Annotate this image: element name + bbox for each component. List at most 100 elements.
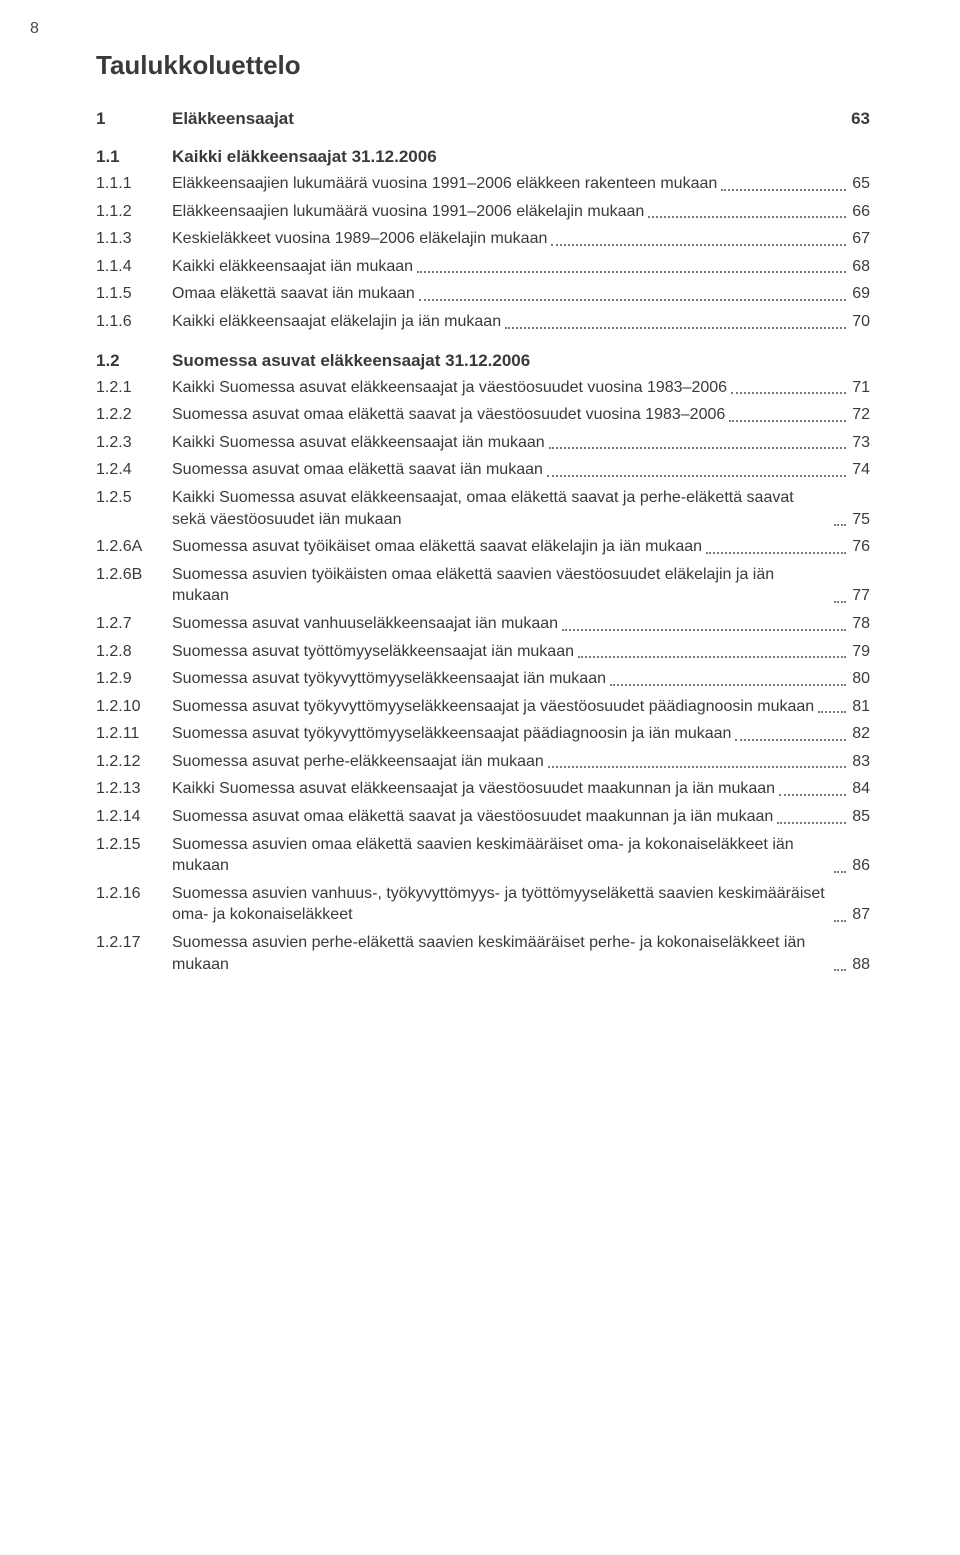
toc-entry-body: Kaikki eläkkeensaajat iän mukaan [172, 256, 850, 278]
toc-leader [779, 793, 846, 796]
toc-entry-number: 1.2.8 [96, 641, 172, 663]
toc-entry: 1.1.1Eläkkeensaajien lukumäärä vuosina 1… [96, 173, 870, 195]
toc-entry-label: Omaa eläkettä saavat iän mukaan [172, 283, 415, 305]
toc-entry-page: 87 [852, 904, 870, 926]
toc-entry-label: Eläkkeensaajien lukumäärä vuosina 1991–2… [172, 201, 644, 223]
toc-leader [735, 738, 846, 741]
toc-entry-page: 66 [852, 201, 870, 223]
toc-entry-page: 79 [852, 641, 870, 663]
toc-entry: 1.2.3Kaikki Suomessa asuvat eläkkeensaaj… [96, 432, 870, 454]
toc-leader [731, 391, 846, 394]
toc-leader [834, 870, 846, 873]
toc-leader [578, 655, 846, 658]
toc-entry: 1.1.3Keskieläkkeet vuosina 1989–2006 elä… [96, 228, 870, 250]
toc-section-heading: 1Eläkkeensaajat63 [96, 109, 870, 129]
toc-leader [721, 188, 846, 191]
toc-entry-page: 69 [852, 283, 870, 305]
document-page: 8 Taulukkoluettelo 1Eläkkeensaajat631.1K… [0, 0, 960, 1555]
toc-entry-page: 81 [852, 696, 870, 718]
toc-entry-number: 1.2.15 [96, 834, 172, 856]
toc-section-number: 1 [96, 109, 172, 129]
toc-entry-number: 1.2.13 [96, 778, 172, 800]
toc-entry-page: 68 [852, 256, 870, 278]
toc-entry-body: Eläkkeensaajien lukumäärä vuosina 1991–2… [172, 201, 850, 223]
toc-entry-page: 77 [852, 585, 870, 607]
toc-entry-number: 1.2.2 [96, 404, 172, 426]
toc-section-number: 1.2 [96, 351, 172, 371]
toc-leader [834, 968, 846, 971]
toc-entry-number: 1.1.2 [96, 201, 172, 223]
toc-entry-body: Suomessa asuvat omaa eläkettä saavat ja … [172, 404, 850, 426]
toc-leader [706, 551, 846, 554]
toc-section-heading: 1.2Suomessa asuvat eläkkeensaajat 31.12.… [96, 351, 870, 371]
toc-entry-label: Suomessa asuvien työikäisten omaa eläket… [172, 564, 830, 607]
toc-entry-body: Suomessa asuvien perhe-eläkettä saavien … [172, 932, 850, 975]
toc-entry: 1.2.5Kaikki Suomessa asuvat eläkkeensaaj… [96, 487, 870, 530]
toc-entry-label: Keskieläkkeet vuosina 1989–2006 eläkelaj… [172, 228, 547, 250]
toc-entry-number: 1.2.7 [96, 613, 172, 635]
toc-entry-body: Suomessa asuvat työkyvyttömyyseläkkeensa… [172, 696, 850, 718]
toc-entry: 1.2.13Kaikki Suomessa asuvat eläkkeensaa… [96, 778, 870, 800]
toc-entry-body: Kaikki Suomessa asuvat eläkkeensaajat ja… [172, 377, 850, 399]
toc-entry-body: Suomessa asuvien työikäisten omaa eläket… [172, 564, 850, 607]
toc-entry: 1.1.5Omaa eläkettä saavat iän mukaan69 [96, 283, 870, 305]
toc-entry-number: 1.2.10 [96, 696, 172, 718]
toc-entry-page: 84 [852, 778, 870, 800]
toc-leader [818, 710, 846, 713]
toc-entry: 1.2.17Suomessa asuvien perhe-eläkettä sa… [96, 932, 870, 975]
toc-leader [562, 628, 846, 631]
toc-entry: 1.2.11Suomessa asuvat työkyvyttömyyseläk… [96, 723, 870, 745]
toc-entry-body: Kaikki Suomessa asuvat eläkkeensaajat ja… [172, 778, 850, 800]
toc-entry-label: Suomessa asuvat vanhuuseläkkeensaajat iä… [172, 613, 558, 635]
toc-entry-body: Kaikki Suomessa asuvat eläkkeensaajat iä… [172, 432, 850, 454]
toc-entry-body: Suomessa asuvat työkyvyttömyyseläkkeensa… [172, 723, 850, 745]
toc-entry-body: Suomessa asuvien omaa eläkettä saavien k… [172, 834, 850, 877]
toc-leader [777, 821, 846, 824]
toc-entry-label: Kaikki eläkkeensaajat eläkelajin ja iän … [172, 311, 501, 333]
toc-entry-label: Suomessa asuvat omaa eläkettä saavat ja … [172, 404, 725, 426]
toc-entry-label: Suomessa asuvat työttömyyseläkkeensaajat… [172, 641, 574, 663]
toc-entry-body: Keskieläkkeet vuosina 1989–2006 eläkelaj… [172, 228, 850, 250]
toc-entry-number: 1.1.3 [96, 228, 172, 250]
toc-entry-number: 1.2.1 [96, 377, 172, 399]
toc-entry-page: 82 [852, 723, 870, 745]
toc-entry: 1.2.10Suomessa asuvat työkyvyttömyyseläk… [96, 696, 870, 718]
toc-leader [417, 270, 846, 273]
toc-entry-number: 1.2.5 [96, 487, 172, 509]
toc-entry-number: 1.1.4 [96, 256, 172, 278]
toc-entry-page: 78 [852, 613, 870, 635]
toc-entry: 1.2.6ASuomessa asuvat työikäiset omaa el… [96, 536, 870, 558]
toc-entry-body: Suomessa asuvat omaa eläkettä saavat ja … [172, 806, 850, 828]
toc-leader [548, 765, 846, 768]
toc-entry-label: Suomessa asuvat omaa eläkettä saavat iän… [172, 459, 543, 481]
toc-entry: 1.2.1Kaikki Suomessa asuvat eläkkeensaaj… [96, 377, 870, 399]
toc-entry-label: Kaikki Suomessa asuvat eläkkeensaajat iä… [172, 432, 545, 454]
toc-entry-label: Suomessa asuvat työikäiset omaa eläkettä… [172, 536, 702, 558]
toc-entry-label: Kaikki Suomessa asuvat eläkkeensaajat ja… [172, 377, 727, 399]
table-of-contents: 1Eläkkeensaajat631.1Kaikki eläkkeensaaja… [96, 109, 870, 975]
toc-entry-label: Suomessa asuvien perhe-eläkettä saavien … [172, 932, 830, 975]
toc-entry-number: 1.2.3 [96, 432, 172, 454]
toc-entry-number: 1.2.6B [96, 564, 172, 586]
toc-entry-label: Eläkkeensaajien lukumäärä vuosina 1991–2… [172, 173, 717, 195]
toc-section-label: Eläkkeensaajat [172, 109, 845, 129]
toc-leader [505, 326, 846, 329]
toc-entry-body: Kaikki eläkkeensaajat eläkelajin ja iän … [172, 311, 850, 333]
toc-entry: 1.2.16Suomessa asuvien vanhuus-, työkyvy… [96, 883, 870, 926]
toc-entry-body: Suomessa asuvat työttömyyseläkkeensaajat… [172, 641, 850, 663]
toc-entry: 1.2.12Suomessa asuvat perhe-eläkkeensaaj… [96, 751, 870, 773]
toc-entry-number: 1.1.6 [96, 311, 172, 333]
toc-entry-label: Suomessa asuvat perhe-eläkkeensaajat iän… [172, 751, 544, 773]
toc-entry-number: 1.2.16 [96, 883, 172, 905]
toc-entry-page: 86 [852, 855, 870, 877]
toc-entry-number: 1.2.17 [96, 932, 172, 954]
toc-entry-page: 67 [852, 228, 870, 250]
page-title: Taulukkoluettelo [96, 50, 870, 81]
toc-entry-page: 70 [852, 311, 870, 333]
toc-entry: 1.1.4Kaikki eläkkeensaajat iän mukaan68 [96, 256, 870, 278]
toc-entry-label: Suomessa asuvat työkyvyttömyyseläkkeensa… [172, 723, 731, 745]
toc-entry-body: Suomessa asuvat omaa eläkettä saavat iän… [172, 459, 850, 481]
toc-entry-number: 1.2.6A [96, 536, 172, 558]
toc-entry-page: 65 [852, 173, 870, 195]
toc-entry-page: 73 [852, 432, 870, 454]
